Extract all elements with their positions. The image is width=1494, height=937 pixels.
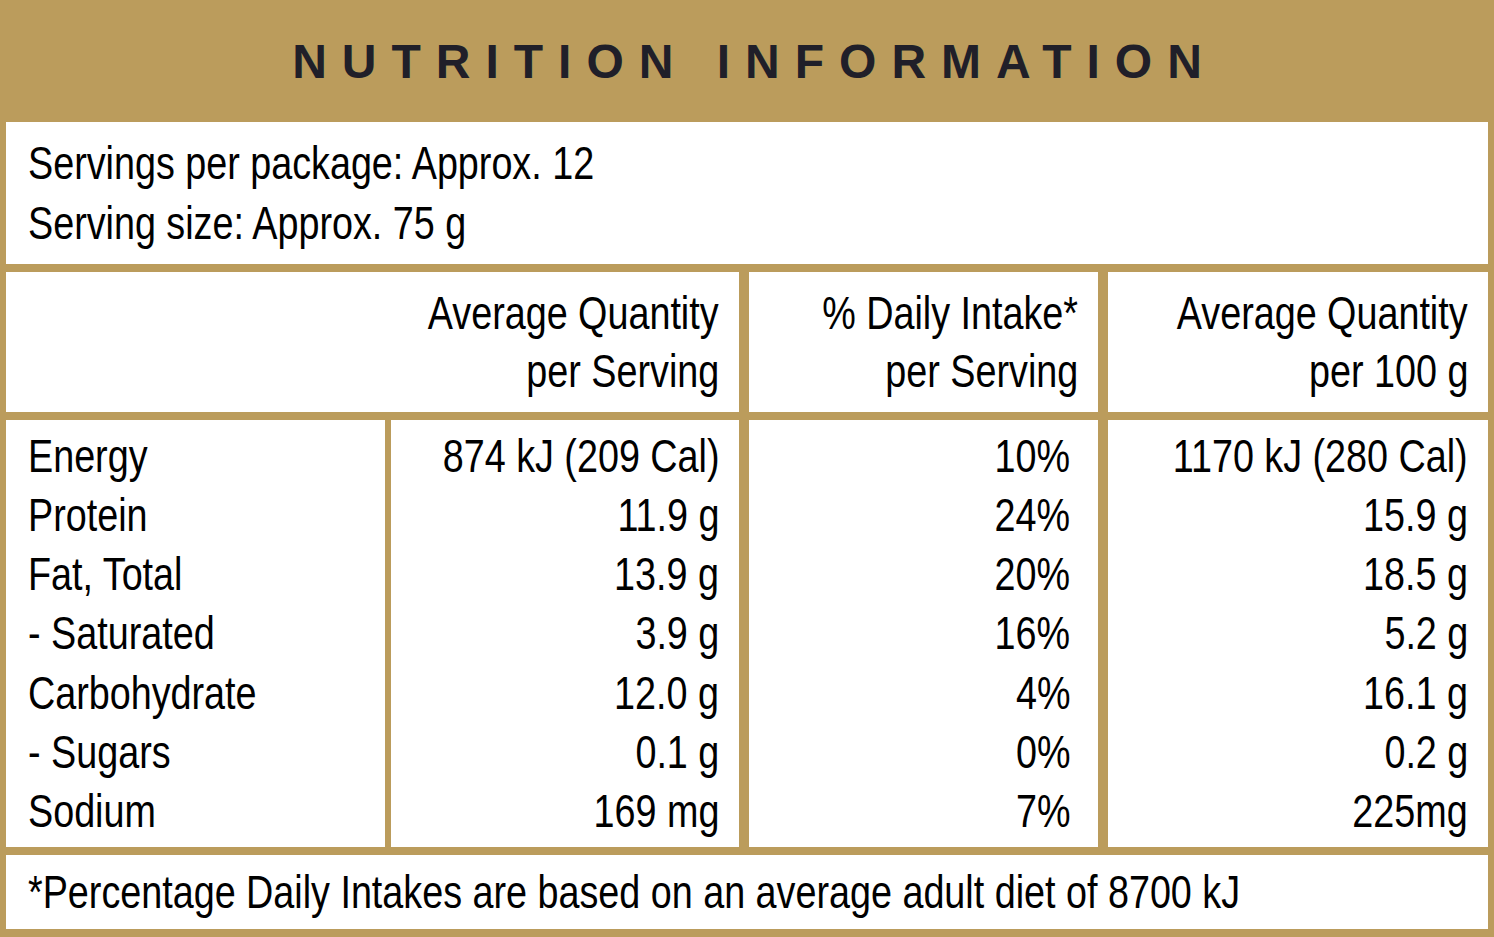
serving-info-panel: Servings per package: Approx. 12 Serving… bbox=[6, 122, 1488, 264]
value-per-100g: 225mg bbox=[1108, 782, 1488, 841]
label-sections: Servings per package: Approx. 12 Serving… bbox=[0, 122, 1494, 937]
value-per-100g: 0.2 g bbox=[1108, 722, 1488, 781]
value-per-100g: 5.2 g bbox=[1108, 604, 1488, 663]
value-per-100g: 1170 kJ (280 Cal) bbox=[1108, 426, 1488, 485]
page-title: NUTRITION INFORMATION bbox=[277, 34, 1217, 89]
servings-per-package-line: Servings per package: Approx. 12 bbox=[28, 133, 1488, 193]
value-per-serving: 13.9 g bbox=[391, 545, 739, 604]
nutrient-name: Protein bbox=[6, 485, 385, 544]
header-average-quantity-per-100g: Average Quantity per 100 g bbox=[1108, 272, 1488, 412]
nutrient-name: Fat, Total bbox=[6, 545, 385, 604]
value-per-serving: 11.9 g bbox=[391, 485, 739, 544]
value-daily-intake: 4% bbox=[749, 663, 1098, 722]
value-daily-intake: 0% bbox=[749, 722, 1098, 781]
nutrient-name: - Saturated bbox=[6, 604, 385, 663]
nutrition-label: NUTRITION INFORMATION Servings per packa… bbox=[0, 0, 1494, 937]
nutrition-table-body: Energy 874 kJ (209 Cal) 10% 1170 kJ (280… bbox=[6, 420, 1488, 847]
serving-size-line: Serving size: Approx. 75 g bbox=[28, 193, 1488, 253]
value-per-serving: 0.1 g bbox=[391, 722, 739, 781]
value-daily-intake: 16% bbox=[749, 604, 1098, 663]
column-divider bbox=[1098, 420, 1108, 847]
nutrient-name: Carbohydrate bbox=[6, 663, 385, 722]
value-per-serving: 169 mg bbox=[391, 782, 739, 841]
value-per-100g: 18.5 g bbox=[1108, 545, 1488, 604]
value-daily-intake: 20% bbox=[749, 545, 1098, 604]
nutrient-name: Energy bbox=[6, 426, 385, 485]
table-header-row: Average Quantity per Serving % Daily Int… bbox=[6, 272, 1488, 412]
value-per-serving: 3.9 g bbox=[391, 604, 739, 663]
column-divider bbox=[739, 420, 749, 847]
value-daily-intake: 10% bbox=[749, 426, 1098, 485]
daily-intake-footnote: *Percentage Daily Intakes are based on a… bbox=[6, 855, 1488, 929]
header-daily-intake-per-serving: % Daily Intake* per Serving bbox=[749, 272, 1098, 412]
value-daily-intake: 24% bbox=[749, 485, 1098, 544]
value-per-100g: 15.9 g bbox=[1108, 485, 1488, 544]
value-per-100g: 16.1 g bbox=[1108, 663, 1488, 722]
nutrient-name: Sodium bbox=[6, 782, 385, 841]
nutrient-name: - Sugars bbox=[6, 722, 385, 781]
header-average-quantity-per-serving: Average Quantity per Serving bbox=[6, 272, 739, 412]
title-band: NUTRITION INFORMATION bbox=[0, 0, 1494, 122]
value-per-serving: 12.0 g bbox=[391, 663, 739, 722]
value-daily-intake: 7% bbox=[749, 782, 1098, 841]
value-per-serving: 874 kJ (209 Cal) bbox=[391, 426, 739, 485]
